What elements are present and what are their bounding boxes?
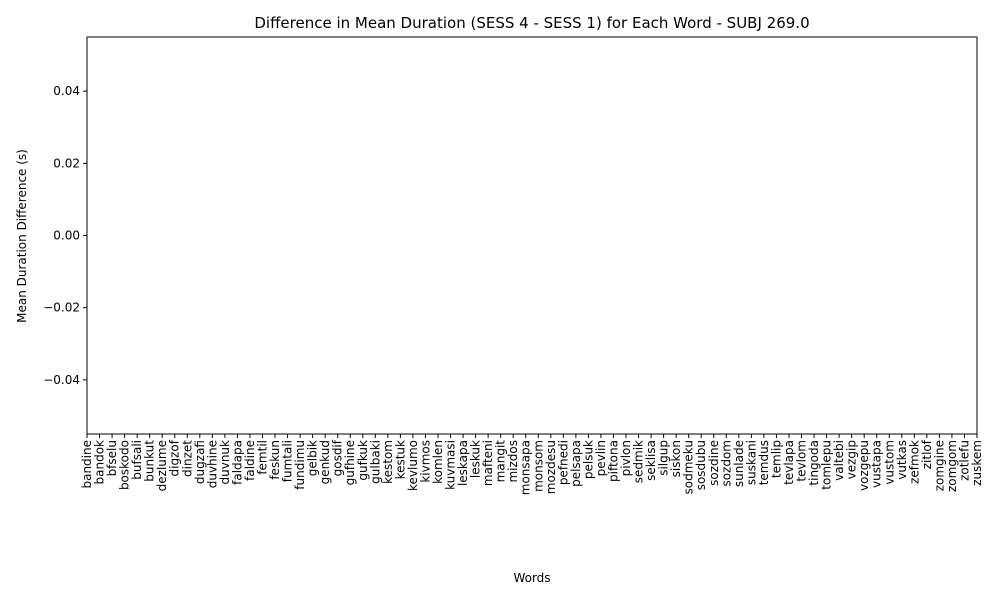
x-tick-label: valtebi bbox=[832, 440, 846, 481]
x-tick-label: genkud bbox=[318, 440, 332, 484]
x-tick-label: bufsali bbox=[130, 440, 144, 480]
x-tick-label: tevlom bbox=[795, 440, 809, 482]
y-tick-label: 0.04 bbox=[53, 84, 80, 98]
x-axis-ticks: bandinebandokbfseluboskodobufsalibunkutd… bbox=[80, 434, 984, 495]
x-tick-label: gufhine bbox=[343, 440, 357, 485]
x-tick-label: gosdif bbox=[331, 439, 345, 476]
x-tick-label: zitlof bbox=[920, 439, 934, 469]
x-tick-label: vustom bbox=[882, 440, 896, 485]
x-tick-label: faldapa bbox=[230, 440, 244, 485]
x-tick-label: kevlumo bbox=[406, 440, 420, 491]
x-tick-label: feskun bbox=[268, 440, 282, 480]
x-tick-label: pefnedi bbox=[556, 440, 570, 485]
x-tick-label: pelsapa bbox=[569, 440, 583, 487]
x-tick-label: fumtali bbox=[281, 440, 295, 482]
x-tick-label: sosdubu bbox=[694, 440, 708, 490]
x-tick-label: vutkas bbox=[895, 440, 909, 480]
x-tick-label: bunkut bbox=[143, 440, 157, 482]
x-tick-label: piftona bbox=[606, 440, 620, 482]
x-tick-label: zotlefu bbox=[957, 440, 971, 481]
x-axis-label: Words bbox=[513, 571, 550, 585]
plot-frame bbox=[86, 36, 978, 435]
x-tick-label: gelbik bbox=[306, 440, 320, 476]
x-tick-label: digzof bbox=[168, 439, 182, 476]
x-tick-label: duvnuk bbox=[218, 440, 232, 485]
y-axis-ticks: −0.04 −0.02 0.00 0.02 0.04 bbox=[43, 84, 87, 387]
x-tick-label: pevlin bbox=[594, 440, 608, 476]
x-tick-label: temlip bbox=[769, 440, 783, 478]
x-tick-label: tevlapa bbox=[782, 440, 796, 485]
x-tick-label: dinzet bbox=[180, 440, 194, 477]
x-tick-label: leskapa bbox=[456, 440, 470, 486]
x-tick-label: seklisa bbox=[644, 440, 658, 481]
x-tick-label: mafteni bbox=[481, 440, 495, 486]
x-tick-label: komlen bbox=[431, 440, 445, 484]
y-axis-label: Mean Duration Difference (s) bbox=[15, 149, 29, 323]
x-tick-label: sozdom bbox=[719, 440, 733, 487]
x-tick-label: kuvmasi bbox=[444, 440, 458, 490]
x-tick-label: vozgepu bbox=[857, 440, 871, 491]
y-tick-label: −0.02 bbox=[43, 301, 80, 315]
x-tick-label: temdus bbox=[757, 440, 771, 485]
x-tick-label: siskon bbox=[669, 440, 683, 477]
x-tick-label: kivmos bbox=[418, 440, 432, 483]
y-tick-label: 0.00 bbox=[53, 229, 80, 243]
x-tick-label: kestom bbox=[381, 440, 395, 484]
x-tick-label: zuskem bbox=[970, 440, 984, 486]
x-tick-label: tingoda bbox=[807, 440, 821, 486]
x-tick-label: suskani bbox=[744, 440, 758, 485]
x-tick-label: vustapa bbox=[870, 440, 884, 488]
x-tick-label: mangit bbox=[494, 440, 508, 483]
x-tick-label: pivlon bbox=[619, 440, 633, 476]
x-tick-label: monsapa bbox=[519, 440, 533, 495]
x-tick-label: faldine bbox=[243, 440, 257, 481]
x-tick-label: dugzafi bbox=[193, 440, 207, 484]
x-tick-label: leskuk bbox=[469, 440, 483, 478]
x-tick-label: dezlume bbox=[155, 440, 169, 491]
x-tick-label: mizdos bbox=[506, 440, 520, 483]
x-tick-label: tomlepu bbox=[820, 440, 834, 490]
x-tick-label: gufkuk bbox=[356, 440, 370, 481]
x-tick-label: pelsuk bbox=[581, 440, 595, 479]
x-tick-label: fundimu bbox=[293, 440, 307, 490]
x-tick-label: kestuk bbox=[393, 440, 407, 479]
x-tick-label: duvhine bbox=[205, 440, 219, 488]
x-tick-label: mozdesu bbox=[544, 440, 558, 494]
x-tick-label: bandine bbox=[80, 440, 94, 489]
x-tick-label: zomgom bbox=[945, 440, 959, 492]
y-tick-label: 0.02 bbox=[53, 156, 80, 170]
x-tick-label: vezgip bbox=[845, 440, 859, 479]
x-tick-label: bfselu bbox=[105, 440, 119, 476]
x-tick-label: zomgine bbox=[932, 440, 946, 491]
x-tick-label: gulbaki bbox=[368, 440, 382, 484]
x-tick-label: sunlade bbox=[732, 440, 746, 487]
x-tick-label: boskodo bbox=[118, 440, 132, 490]
y-tick-label: −0.04 bbox=[43, 373, 80, 387]
x-tick-label: silgup bbox=[657, 440, 671, 476]
x-tick-label: femtil bbox=[255, 440, 269, 475]
x-tick-label: sedmik bbox=[632, 440, 646, 483]
x-tick-label: sodmeku bbox=[682, 440, 696, 494]
x-tick-label: monsom bbox=[531, 440, 545, 492]
x-tick-label: bandok bbox=[93, 440, 107, 485]
x-tick-label: sozdine bbox=[707, 440, 721, 486]
x-tick-label: zefmok bbox=[907, 440, 921, 484]
chart-title: Difference in Mean Duration (SESS 4 - SE… bbox=[254, 14, 809, 32]
